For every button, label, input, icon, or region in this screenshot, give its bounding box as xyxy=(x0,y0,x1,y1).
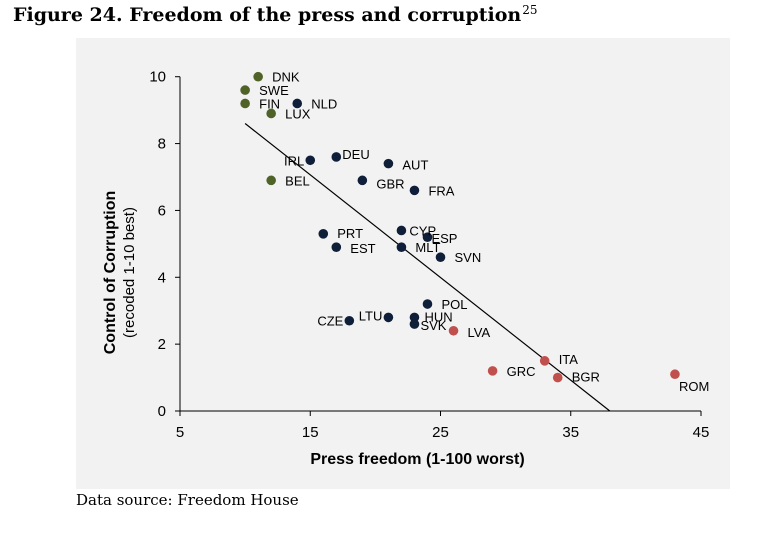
point-label-dnk: DNK xyxy=(272,70,300,85)
data-point-bgr xyxy=(552,372,563,383)
tick-layer: 0 2 4 6 8 10 5 15 25 35 45 xyxy=(149,69,709,441)
data-point-prt xyxy=(318,229,329,239)
data-point-gbr xyxy=(357,175,368,186)
y-tick-label: 4 xyxy=(158,269,166,286)
data-point-svn xyxy=(435,252,446,263)
x-tick-label: 45 xyxy=(693,424,710,441)
point-label-nld: NLD xyxy=(311,96,337,111)
point-label-lux: LUX xyxy=(285,106,311,121)
point-label-bel: BEL xyxy=(285,173,310,188)
data-point-fra xyxy=(409,185,420,196)
data-point-ita xyxy=(539,356,550,366)
point-label-swe: SWE xyxy=(259,83,289,98)
point-label-mlt: MLT xyxy=(415,240,440,255)
point-label-gbr: GBR xyxy=(376,176,404,191)
footnote-ref: 25 xyxy=(522,3,538,17)
data-point-bel xyxy=(266,175,276,186)
points-layer xyxy=(240,71,680,383)
point-label-fra: FRA xyxy=(428,183,454,198)
point-label-prt: PRT xyxy=(337,226,363,241)
data-point-dnk xyxy=(253,71,263,82)
y-tick-label: 0 xyxy=(158,403,166,420)
data-point-pol xyxy=(422,299,433,309)
figure-title: Figure 24. Freedom of the press and corr… xyxy=(13,3,538,26)
y-tick-label: 2 xyxy=(158,336,166,353)
point-label-pol: POL xyxy=(441,297,467,312)
trendline xyxy=(244,123,611,412)
figure-title-text: Figure 24. Freedom of the press and corr… xyxy=(13,4,522,26)
point-label-cyp: CYP xyxy=(409,223,436,238)
point-label-cze: CZE xyxy=(317,314,343,329)
data-point-esp xyxy=(422,232,433,242)
chart-panel: 0 2 4 6 8 10 5 15 25 35 45 DNK SWE FIN NLD LUX IRL DEU AU… xyxy=(76,38,730,489)
data-point-svk xyxy=(409,319,420,329)
data-point-rom xyxy=(670,369,680,380)
point-label-esp: ESP xyxy=(431,231,457,246)
x-axis-title: Press freedom (1-100 worst) xyxy=(310,451,524,468)
y-tick-label: 6 xyxy=(158,202,166,219)
x-tick-label: 15 xyxy=(302,424,319,441)
point-label-hun: HUN xyxy=(424,309,452,324)
point-label-grc: GRC xyxy=(507,364,536,379)
x-tick-label: 5 xyxy=(176,424,184,441)
data-point-irl xyxy=(305,155,316,166)
data-point-swe xyxy=(240,85,250,95)
y-axis-title: Control of Corruption xyxy=(102,191,119,355)
data-point-grc xyxy=(487,366,498,376)
point-label-fin: FIN xyxy=(259,96,280,111)
point-label-lva: LVA xyxy=(468,325,491,340)
data-point-mlt xyxy=(396,242,407,252)
y-axis-subtitle: (recoded 1-10 best) xyxy=(121,207,138,338)
point-label-deu: DEU xyxy=(342,147,369,162)
point-label-bgr: BGR xyxy=(572,370,600,385)
point-label-irl: IRL xyxy=(284,153,304,168)
x-tick-label: 35 xyxy=(562,424,579,441)
data-point-nld xyxy=(292,98,303,109)
point-label-svn: SVN xyxy=(455,250,482,265)
data-point-lux xyxy=(266,108,276,119)
point-label-ita: ITA xyxy=(559,352,579,367)
y-tick-label: 8 xyxy=(158,136,166,153)
data-point-deu xyxy=(331,152,342,162)
y-tick-label: 10 xyxy=(149,69,166,86)
data-point-cze xyxy=(344,315,355,326)
point-label-est: EST xyxy=(350,241,375,256)
data-point-lva xyxy=(448,325,459,336)
point-label-aut: AUT xyxy=(402,158,428,173)
point-label-rom: ROM xyxy=(679,379,709,394)
data-point-fin xyxy=(240,98,250,109)
data-point-ltu xyxy=(383,312,394,323)
data-point-aut xyxy=(383,158,394,169)
x-tick-label: 25 xyxy=(432,424,449,441)
point-label-svk: SVK xyxy=(420,318,446,333)
data-point-hun xyxy=(409,312,420,323)
data-point-cyp xyxy=(396,225,407,236)
data-point-est xyxy=(331,242,342,252)
point-label-ltu: LTU xyxy=(359,308,383,323)
data-source-note: Data source: Freedom House xyxy=(76,491,299,509)
